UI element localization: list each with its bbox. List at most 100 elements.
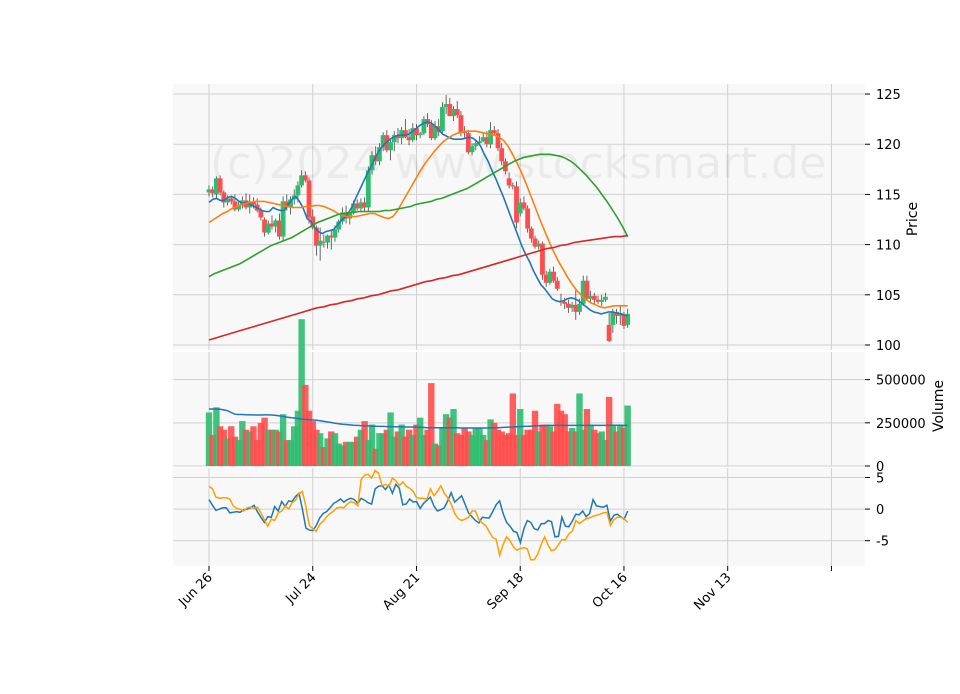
volume-bar: [565, 431, 572, 466]
volume-bar: [561, 414, 568, 466]
volume-bar: [261, 417, 268, 466]
candle-body: [595, 299, 601, 302]
candle-body: [391, 135, 397, 143]
candle-body: [532, 238, 538, 247]
volume-bar: [583, 409, 591, 466]
volume-bar: [624, 405, 631, 466]
x-tick-label: Oct 16: [590, 570, 631, 611]
price-line-3: [208, 153, 629, 278]
volume-bar: [224, 438, 231, 466]
volume-bar: [402, 436, 409, 466]
candle-body: [258, 210, 264, 218]
x-tick-label: Nov 13: [691, 570, 734, 613]
volume-bar: [457, 434, 465, 466]
price-axis-label: Price: [905, 202, 921, 236]
candle-body: [417, 133, 423, 136]
candle-body: [447, 104, 453, 117]
candle-body: [488, 130, 493, 145]
candle-body: [206, 189, 212, 193]
volume-bar: [524, 429, 531, 466]
volume-bar: [602, 440, 609, 466]
volume-bar: [498, 431, 505, 466]
candle-body: [432, 126, 438, 139]
volume-bar: [283, 440, 291, 466]
volume-bar: [409, 434, 416, 466]
volume-bar: [265, 429, 272, 466]
volume-bar: [528, 429, 535, 466]
candle-body: [225, 198, 230, 203]
volume-bar: [598, 431, 605, 466]
x-tick-label: Jun 26: [176, 570, 216, 610]
volume-bar: [231, 436, 239, 466]
volume-bar: [420, 434, 428, 466]
candle-body: [295, 185, 301, 196]
candle-body: [480, 137, 486, 142]
candle-body: [536, 243, 542, 247]
candle-body: [458, 115, 464, 133]
volume-bar: [509, 393, 517, 466]
volume-bar: [613, 431, 620, 466]
volume-bar: [587, 424, 594, 466]
volume-bar: [568, 428, 576, 466]
price-y-tick-label: 125: [876, 88, 901, 103]
volume-bar: [468, 434, 476, 466]
volume-bar: [394, 431, 402, 466]
candle-body: [528, 228, 534, 239]
candle-body: [232, 201, 238, 210]
candle-body: [265, 223, 271, 233]
volume-bar: [213, 407, 220, 466]
price-y-tick-label: 110: [876, 239, 901, 254]
candle-body: [569, 304, 575, 308]
volume-bar: [572, 431, 579, 466]
candle-body: [510, 185, 516, 187]
volume-bar: [239, 421, 246, 466]
candle-body: [454, 109, 460, 116]
volume-bar: [554, 403, 561, 466]
oscillator-line-1: [208, 483, 629, 546]
candle-body: [339, 212, 345, 222]
volume-bar: [539, 424, 546, 466]
candle-body: [336, 221, 342, 230]
candle-body: [380, 135, 386, 148]
volume-bar: [246, 431, 253, 466]
x-tick-label: Jul 24: [283, 570, 320, 607]
candle-body: [562, 301, 568, 304]
price-y-tick-label: 100: [876, 339, 901, 354]
candle-body: [288, 199, 293, 208]
volume-bar: [416, 417, 424, 466]
volume-bar: [439, 428, 446, 466]
volume-bar: [316, 433, 324, 466]
volume-bar: [550, 431, 557, 466]
volume-bar: [376, 433, 383, 466]
volume-bar: [435, 445, 442, 466]
candle-body: [554, 280, 560, 289]
candle-body: [273, 220, 279, 227]
volume-bar: [357, 429, 365, 466]
volume-bar: [542, 424, 550, 466]
volume-bar: [328, 431, 335, 466]
candle-body: [580, 280, 586, 304]
volume-bar: [335, 443, 342, 466]
candle-body: [328, 235, 334, 238]
volume-bar: [591, 429, 598, 466]
candle-body: [584, 280, 590, 299]
candle-body: [214, 178, 219, 195]
volume-bar: [365, 440, 372, 466]
candle-body: [228, 198, 234, 202]
volume-bar: [405, 429, 413, 466]
oscillator-y-tick-label: 5: [876, 471, 884, 486]
candle-body: [354, 203, 360, 209]
oscillator-line-2: [208, 469, 629, 561]
volume-bar: [580, 429, 587, 466]
volume-bar: [228, 426, 235, 466]
volume-bar: [379, 433, 387, 466]
volume-bar: [476, 428, 483, 466]
volume-bar: [491, 422, 498, 466]
volume-bar: [609, 424, 617, 466]
candle-body: [377, 147, 382, 162]
candle-body: [588, 295, 594, 299]
candle-body: [573, 304, 579, 312]
volume-bar: [617, 424, 624, 466]
candle-body: [362, 202, 368, 208]
